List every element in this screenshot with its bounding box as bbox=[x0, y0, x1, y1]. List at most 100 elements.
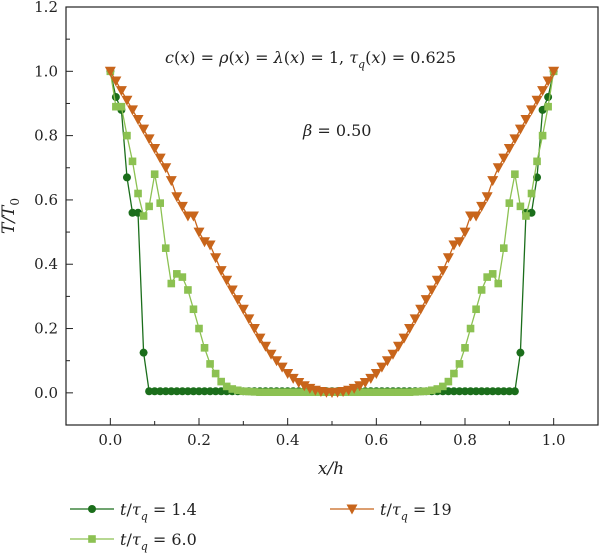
data-point bbox=[237, 304, 249, 315]
data-point bbox=[542, 76, 554, 87]
legend-marker bbox=[346, 504, 358, 515]
series-layer bbox=[104, 66, 560, 399]
y-tick-label: 0.0 bbox=[34, 384, 58, 402]
data-point bbox=[272, 388, 281, 397]
data-point bbox=[476, 201, 488, 212]
series-line bbox=[109, 71, 555, 393]
data-point bbox=[150, 387, 159, 396]
data-point bbox=[115, 86, 127, 97]
data-point bbox=[176, 201, 188, 212]
data-point bbox=[383, 388, 392, 397]
data-point bbox=[477, 387, 486, 396]
data-point bbox=[453, 237, 465, 248]
data-point bbox=[538, 131, 547, 140]
data-point bbox=[494, 279, 503, 288]
x-tick-label: 0.6 bbox=[364, 431, 388, 449]
data-point bbox=[189, 305, 198, 314]
data-point bbox=[354, 381, 366, 392]
data-point bbox=[544, 93, 553, 102]
data-point bbox=[199, 237, 211, 248]
data-point bbox=[448, 240, 460, 251]
data-point bbox=[437, 266, 449, 277]
legend: t/τq = 1.4 t/τq = 6.0 t/τq = 19 bbox=[70, 500, 452, 553]
data-point bbox=[156, 387, 165, 396]
data-point bbox=[427, 386, 436, 395]
data-point bbox=[271, 356, 283, 367]
data-point bbox=[477, 286, 486, 294]
data-point bbox=[505, 199, 514, 207]
beta-annotation: β = 0.50 bbox=[302, 121, 371, 140]
y-tick-label: 0.4 bbox=[34, 255, 58, 273]
data-point bbox=[494, 387, 503, 396]
data-point bbox=[488, 270, 497, 278]
data-point bbox=[522, 212, 530, 220]
data-point bbox=[455, 360, 464, 368]
series-2 bbox=[106, 67, 558, 397]
axis-ticks: 0.0 0.2 0.4 0.6 0.8 1.0 0.0 0.2 0.4 0.6 0.8 1.0 1.2 bbox=[34, 0, 565, 449]
data-point bbox=[389, 388, 397, 397]
data-point bbox=[222, 382, 231, 391]
data-point bbox=[481, 192, 493, 203]
data-point bbox=[276, 362, 288, 373]
data-point bbox=[267, 388, 275, 397]
x-tick-label: 1.0 bbox=[542, 431, 566, 449]
data-point bbox=[154, 153, 166, 164]
data-point bbox=[145, 202, 153, 211]
data-point bbox=[183, 387, 192, 396]
data-point bbox=[195, 324, 203, 333]
data-point bbox=[265, 349, 277, 360]
data-point bbox=[394, 388, 403, 397]
data-point bbox=[239, 387, 248, 396]
data-point bbox=[173, 270, 181, 278]
data-point bbox=[261, 388, 270, 397]
data-point bbox=[442, 253, 454, 264]
data-point bbox=[455, 387, 464, 396]
y-tick-label: 0.8 bbox=[34, 127, 58, 145]
data-point bbox=[161, 244, 170, 252]
data-point bbox=[112, 102, 120, 111]
data-point bbox=[492, 163, 504, 174]
y-tick-label: 0.2 bbox=[34, 320, 58, 338]
data-point bbox=[167, 279, 176, 288]
data-point bbox=[123, 131, 131, 140]
data-point bbox=[420, 295, 432, 306]
data-point bbox=[416, 387, 425, 396]
data-point bbox=[472, 305, 480, 314]
data-point bbox=[193, 227, 205, 238]
data-point bbox=[472, 387, 481, 396]
data-point bbox=[283, 388, 292, 397]
data-point bbox=[243, 314, 255, 325]
data-point bbox=[189, 387, 198, 396]
data-point bbox=[250, 388, 259, 396]
data-point bbox=[533, 157, 541, 166]
data-point bbox=[156, 199, 165, 207]
y-axis-label: T/T0 bbox=[0, 198, 22, 234]
y-tick-label: 1.2 bbox=[34, 0, 58, 16]
data-point bbox=[104, 66, 116, 77]
data-point bbox=[544, 102, 552, 111]
data-point bbox=[248, 324, 260, 335]
x-tick-label: 0.4 bbox=[276, 431, 300, 449]
data-point bbox=[195, 387, 203, 396]
data-point bbox=[376, 362, 388, 373]
data-point bbox=[393, 341, 404, 352]
equation-annotation: c(x) = ρ(x) = λ(x) = 1, τq(x) = 0.625 bbox=[165, 48, 456, 71]
data-point bbox=[111, 93, 120, 102]
data-point bbox=[178, 387, 187, 396]
data-point bbox=[359, 378, 371, 389]
data-point bbox=[110, 76, 122, 87]
data-point bbox=[510, 387, 519, 396]
data-point bbox=[178, 273, 187, 281]
data-point bbox=[254, 333, 266, 344]
data-point bbox=[232, 295, 244, 306]
data-point bbox=[200, 387, 209, 396]
data-point bbox=[128, 208, 137, 217]
data-point bbox=[282, 369, 294, 380]
data-point bbox=[293, 378, 305, 389]
data-point bbox=[361, 388, 370, 397]
data-point bbox=[466, 387, 475, 396]
data-point bbox=[165, 176, 177, 187]
data-point bbox=[381, 356, 393, 367]
x-axis-label: x/h bbox=[318, 459, 344, 479]
